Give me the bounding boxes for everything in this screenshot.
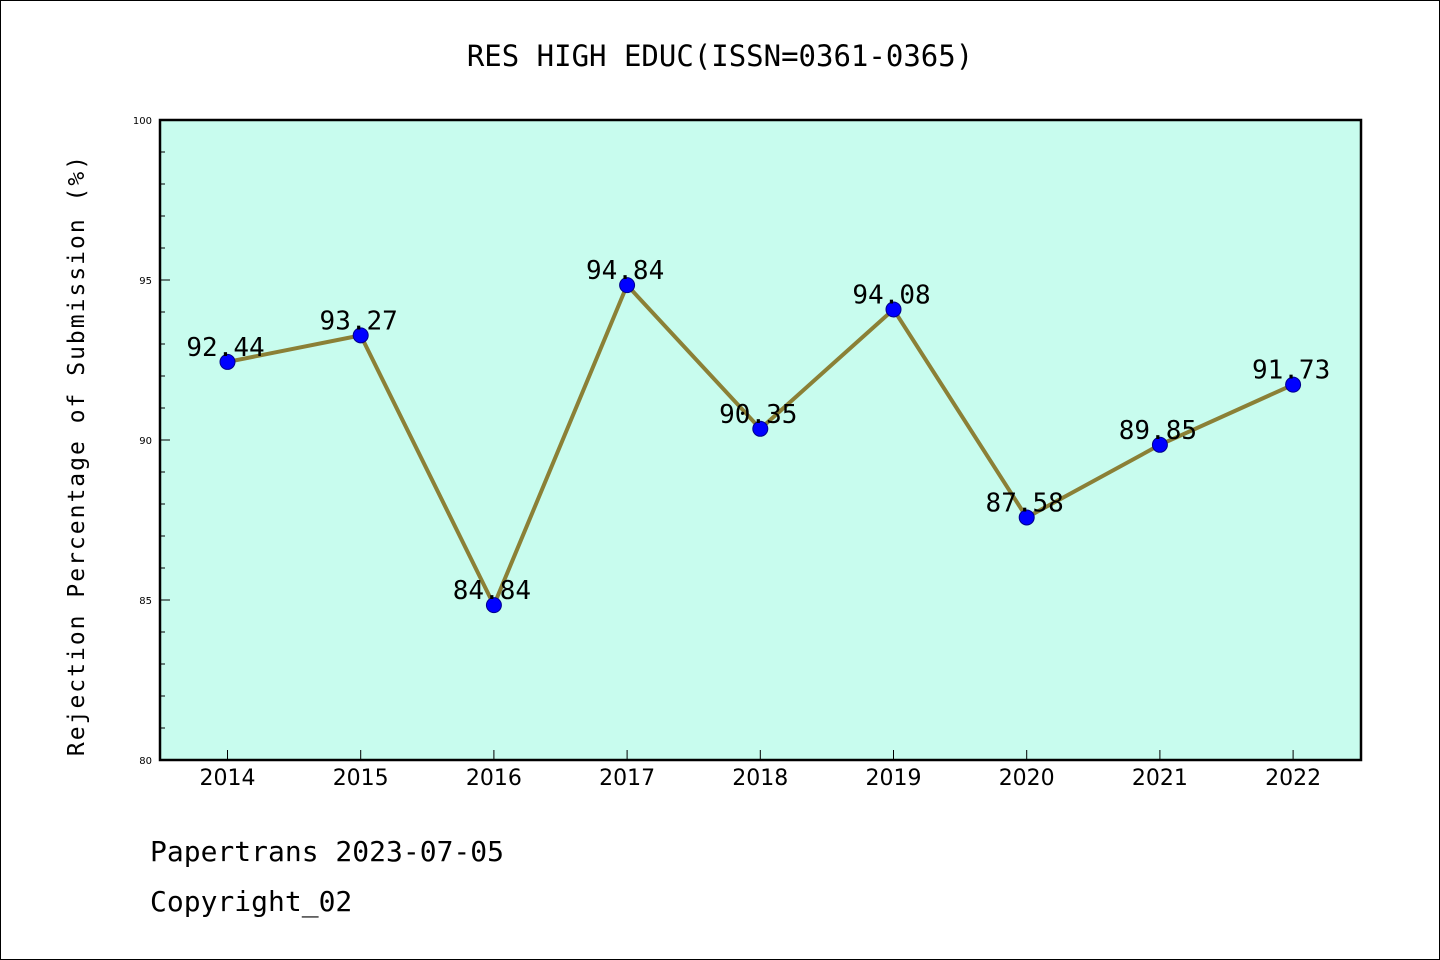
data-label: 92.44 bbox=[186, 333, 264, 363]
data-point bbox=[485, 597, 502, 614]
data-label: 91.73 bbox=[1252, 356, 1330, 386]
data-points bbox=[219, 277, 1302, 614]
data-label: 94.84 bbox=[586, 256, 664, 286]
data-point bbox=[1285, 376, 1302, 393]
plot-border bbox=[158, 118, 1363, 762]
chart-title: RES HIGH EDUC(ISSN=0361-0365) bbox=[467, 39, 973, 73]
footer-copyright: Copyright_02 bbox=[150, 885, 353, 918]
data-label: 94.08 bbox=[852, 280, 930, 310]
x-tick-label: 2016 bbox=[466, 766, 522, 791]
x-tick-label: 2017 bbox=[599, 766, 655, 791]
y-tick-label: 95 bbox=[139, 276, 152, 287]
data-point bbox=[1151, 436, 1168, 453]
y-tick-label: 90 bbox=[139, 436, 152, 447]
data-point bbox=[619, 277, 636, 294]
x-tick-label: 2019 bbox=[866, 766, 922, 791]
data-label: 84.84 bbox=[453, 576, 531, 606]
data-point bbox=[885, 301, 902, 318]
x-tick-label: 2022 bbox=[1265, 766, 1321, 791]
y-tick-label: 85 bbox=[139, 596, 152, 607]
data-label: 89.85 bbox=[1119, 416, 1197, 446]
x-tick-label: 2020 bbox=[999, 766, 1055, 791]
data-point bbox=[219, 353, 236, 370]
data-label: 93.27 bbox=[320, 306, 398, 336]
axis-ticks: 80 85 90 95 100 2014 2015 2016 2017 2018 2019 2020 2… bbox=[133, 116, 1321, 791]
y-axis-label: Rejection Percentage of Submission (%) bbox=[64, 154, 90, 756]
data-label: 90.35 bbox=[719, 400, 797, 430]
x-tick-label: 2014 bbox=[200, 766, 256, 791]
y-tick-label: 100 bbox=[133, 116, 152, 127]
data-label: 87.58 bbox=[986, 488, 1064, 518]
data-point bbox=[352, 327, 369, 344]
x-tick-label: 2021 bbox=[1132, 766, 1188, 791]
x-tick-label: 2015 bbox=[333, 766, 389, 791]
data-point bbox=[1018, 509, 1035, 526]
data-point bbox=[752, 420, 769, 437]
x-tick-label: 2018 bbox=[732, 766, 788, 791]
footer-date: Papertrans 2023-07-05 bbox=[150, 835, 505, 868]
y-tick-label: 80 bbox=[139, 756, 152, 767]
data-labels: 92.44 93.27 84.84 94.84 90.35 94.08 87.58 89.85… bbox=[186, 256, 1330, 606]
